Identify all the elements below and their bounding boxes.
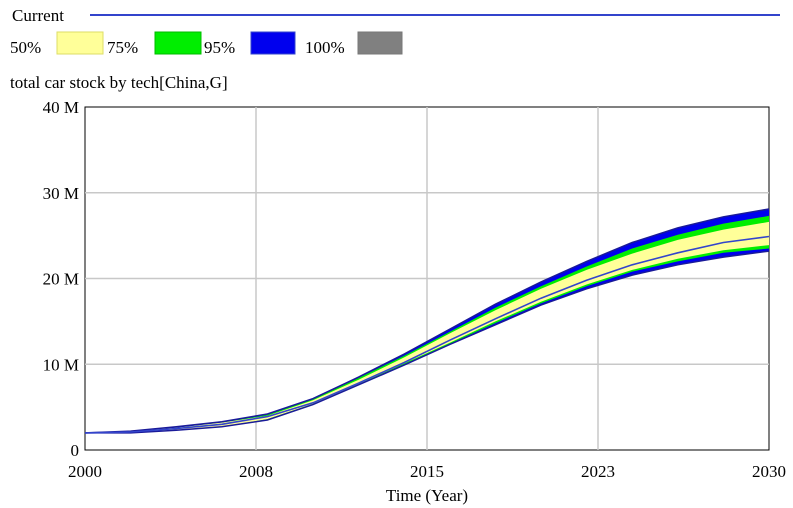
legend-band-100-swatch [357,31,403,55]
legend-band-95: 95% [204,31,296,57]
legend-band-75: 75% [107,31,202,57]
chart-title: total car stock by tech[China,G] [10,73,228,92]
legend-band-50-swatch [56,31,104,55]
confidence-bands [85,209,769,433]
legend-band-50-label: 50% [10,38,41,57]
x-tick-label: 2015 [410,462,444,481]
series-line-current [84,235,770,434]
y-tick-label: 40 M [43,98,79,117]
series-lines [84,208,770,434]
band-50pct [85,221,769,433]
gridlines [85,107,769,450]
band-edge-lower [85,250,770,434]
legend-current-label: Current [12,6,64,25]
legend-band-50: 50% [10,31,104,57]
legend-band-75-label: 75% [107,38,138,57]
x-axis: 2000 2008 2015 2023 2030 [68,462,786,481]
y-tick-label: 20 M [43,270,79,289]
y-tick-label: 0 [71,441,80,460]
band-edge-upper [84,208,770,434]
y-tick-label: 30 M [43,184,79,203]
legend-band-95-label: 95% [204,38,235,57]
x-tick-label: 2008 [239,462,273,481]
x-tick-label: 2000 [68,462,102,481]
y-axis: 0 10 M 20 M 30 M 40 M [43,98,79,460]
legend-band-100-label: 100% [305,38,345,57]
x-tick-label: 2023 [581,462,615,481]
x-axis-label: Time (Year) [386,486,468,505]
x-tick-label: 2030 [752,462,786,481]
y-tick-label: 10 M [43,355,79,374]
legend-band-95-swatch [250,31,296,55]
legend-band-75-swatch [154,31,202,55]
legend-band-100: 100% [305,31,403,57]
